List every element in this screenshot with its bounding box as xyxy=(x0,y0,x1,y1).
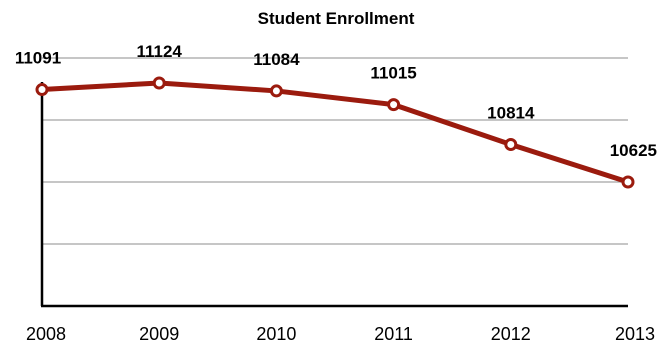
x-tick-label: 2010 xyxy=(256,324,296,344)
data-label: 10814 xyxy=(487,104,535,123)
x-tick-label: 2011 xyxy=(374,324,413,344)
data-point xyxy=(387,98,401,112)
data-label: 11084 xyxy=(253,50,300,69)
x-tick-label: 2009 xyxy=(139,324,179,344)
x-tick-label: 2008 xyxy=(26,324,66,344)
data-labels: 11091 11124 11084 11015 10814 10625 xyxy=(15,42,657,160)
x-tick-label: 2012 xyxy=(491,324,531,344)
x-axis-ticks: 2008 2009 2010 2011 2012 2013 xyxy=(26,324,655,344)
series-line xyxy=(39,80,631,185)
gridlines xyxy=(42,57,628,245)
data-label: 11015 xyxy=(370,64,416,83)
data-point xyxy=(621,175,635,189)
data-point xyxy=(269,84,283,98)
x-tick-label: 2013 xyxy=(615,324,655,344)
data-point xyxy=(35,83,49,97)
data-point xyxy=(504,138,518,152)
data-points xyxy=(35,76,635,189)
data-point xyxy=(152,76,166,90)
data-label: 11124 xyxy=(136,42,182,61)
data-label: 11091 xyxy=(15,49,61,68)
data-label: 10625 xyxy=(610,141,657,160)
chart-title: Student Enrollment xyxy=(258,9,415,28)
